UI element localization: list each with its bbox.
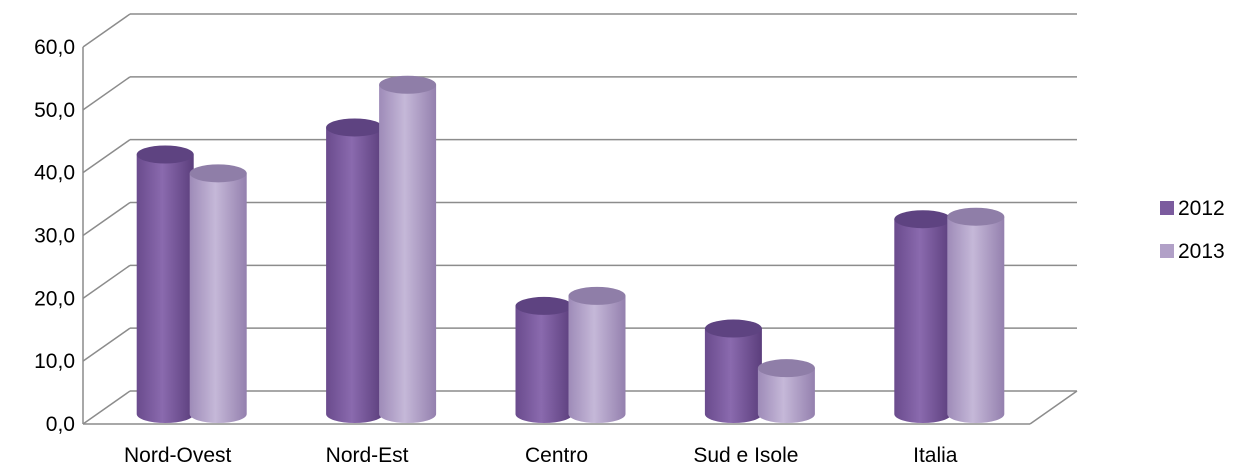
floor-edge-line: [1029, 390, 1078, 425]
y-tick-label: 40,0: [34, 162, 75, 185]
gridline-side: [82, 139, 131, 174]
bar-top: [947, 207, 1005, 226]
bar-top: [568, 286, 626, 305]
grid-layer: [82, 13, 1077, 425]
legend-swatch: [1160, 201, 1174, 215]
y-tick-label: 30,0: [34, 225, 75, 248]
y-tick-label: 0,0: [46, 413, 75, 436]
gridline-side: [82, 264, 131, 299]
axis-layer: [82, 47, 1078, 425]
bar-top: [326, 118, 384, 137]
bar-body: [568, 295, 626, 423]
legend: 2012 2013: [1160, 197, 1225, 263]
bar-body: [326, 127, 384, 423]
gridline-side: [82, 390, 131, 425]
bar-2013-centro: [568, 286, 626, 423]
bar-2013-nord-est: [379, 75, 437, 424]
bar-2012-sud-e-isole: [704, 319, 762, 423]
x-tick-label: Nord-Est: [326, 444, 409, 467]
y-tick-label: 20,0: [34, 287, 75, 310]
bar-body: [189, 173, 247, 423]
bar-top: [136, 145, 194, 164]
bar-body: [704, 328, 762, 423]
legend-item-2013: 2013: [1160, 240, 1225, 263]
bar-body: [379, 84, 437, 424]
legend-item-2012: 2012: [1160, 197, 1225, 220]
bars-layer: [136, 75, 1005, 424]
y-tick-label: 10,0: [34, 350, 75, 373]
bar-2012-nord-est: [326, 118, 384, 423]
bar-body: [894, 219, 952, 423]
bar-2013-sud-e-isole: [757, 359, 815, 423]
x-tick-label: Nord-Ovest: [124, 444, 232, 467]
bar-2013-italia: [947, 207, 1005, 423]
bar-2012-centro: [515, 296, 573, 423]
labels-layer: 0,0 10,0 20,0 30,0 40,0 50,0 60,0 Nord-Ovest Nor…: [34, 36, 958, 467]
legend-label: 2012: [1178, 197, 1225, 220]
x-tick-label: Centro: [525, 444, 588, 467]
x-tick-label: Italia: [913, 444, 958, 467]
legend-label: 2013: [1178, 240, 1225, 263]
bar-2012-nord-ovest: [136, 145, 194, 423]
bar-body: [136, 154, 194, 423]
y-tick-label: 50,0: [34, 99, 75, 122]
bar-2013-nord-ovest: [189, 164, 247, 423]
gridline-side: [82, 76, 131, 111]
bar-top: [757, 359, 815, 378]
gridline-side: [82, 327, 131, 362]
x-tick-label: Sud e Isole: [693, 444, 798, 467]
bar-body: [947, 216, 1005, 423]
gridline-side: [82, 201, 131, 237]
bar-top: [704, 319, 762, 338]
gridline-side: [82, 13, 131, 48]
bar-body: [757, 368, 815, 423]
bar-body: [515, 305, 573, 423]
bar-top: [515, 296, 573, 315]
bar-top: [894, 210, 952, 229]
bar-2012-italia: [894, 210, 952, 423]
legend-swatch: [1160, 244, 1174, 258]
bar-top: [189, 164, 247, 183]
bar-top: [379, 75, 437, 94]
y-tick-label: 60,0: [34, 36, 75, 59]
